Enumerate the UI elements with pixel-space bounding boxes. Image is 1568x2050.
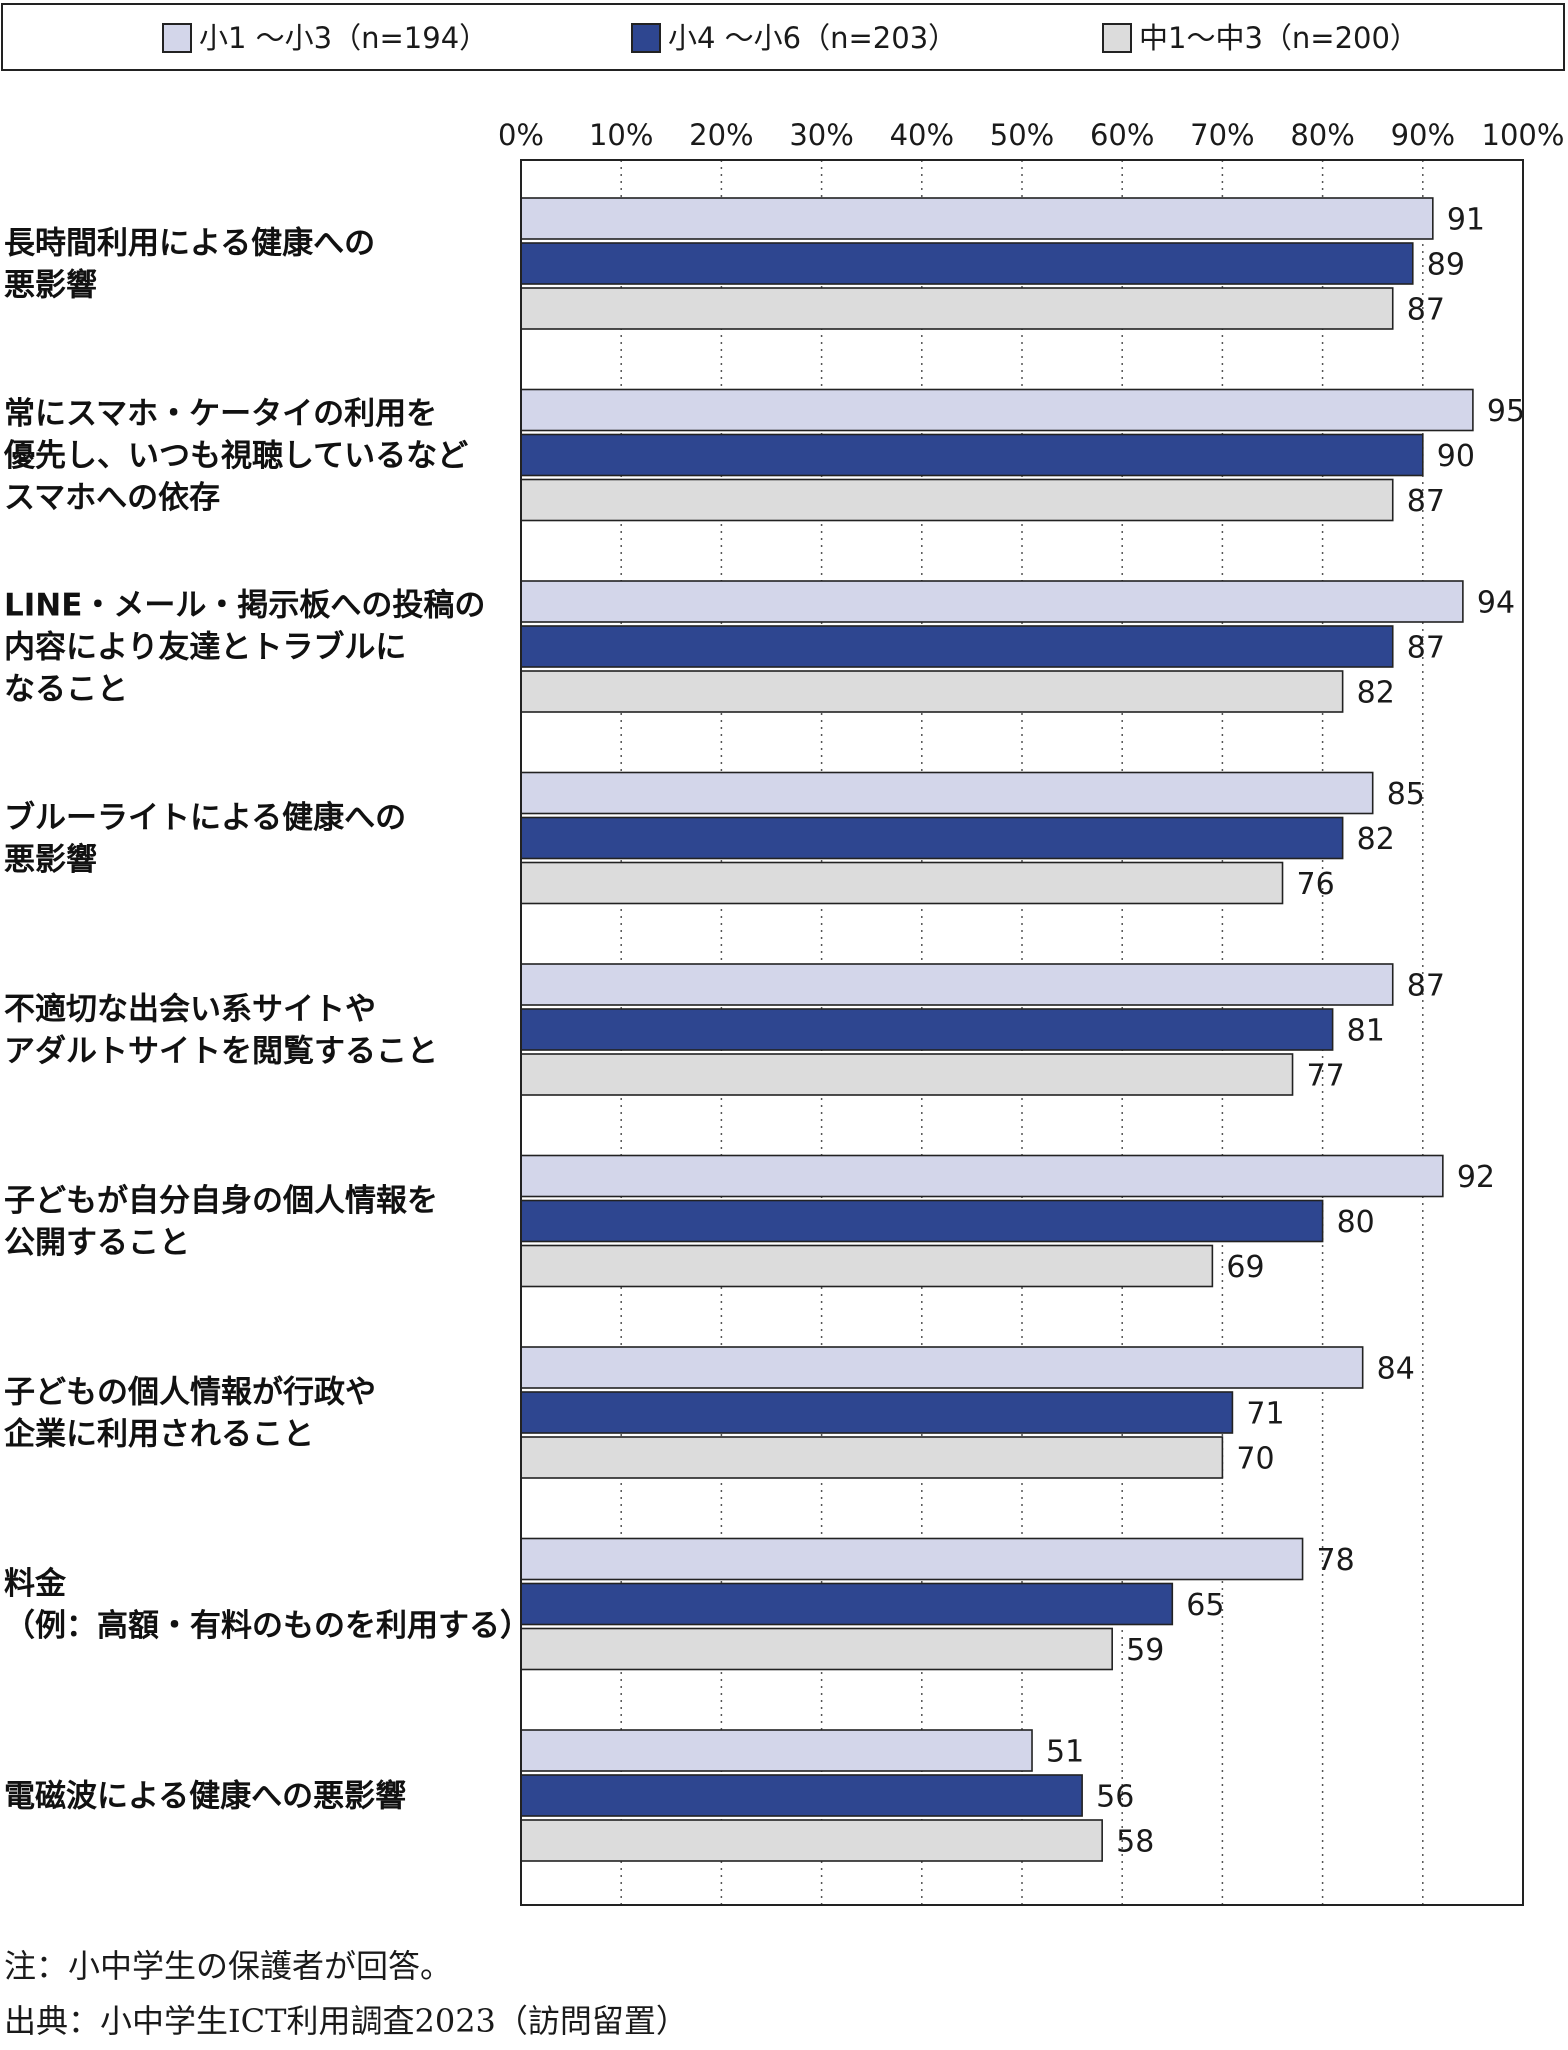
data-label: 70	[1236, 1442, 1274, 1477]
data-label: 51	[1046, 1735, 1084, 1770]
bar	[520, 1346, 1364, 1389]
x-axis-ticks: 0% 10% 20% 30% 40% 50% 60% 70% 80% 90% 100%	[498, 118, 1564, 152]
note-text: 注：小中学生の保護者が回答。	[4, 1947, 452, 1985]
bar	[520, 1053, 1294, 1096]
legend-label: 中1～中3（n=200）	[1139, 21, 1419, 55]
bar	[520, 433, 1424, 477]
data-label: 58	[1116, 1825, 1154, 1860]
bar	[520, 1199, 1324, 1243]
legend-label: 小1 ～小3（n=194）	[199, 21, 488, 55]
bar	[520, 1774, 1083, 1817]
bar	[520, 580, 1464, 623]
bar	[520, 1391, 1234, 1434]
data-label: 90	[1437, 439, 1475, 474]
bar	[520, 861, 1284, 905]
bar	[520, 287, 1394, 330]
x-tick-label: 100%	[1482, 118, 1565, 152]
bar	[520, 478, 1394, 522]
bar	[520, 963, 1394, 1006]
category-label: 電磁波による健康への悪影響	[4, 1779, 406, 1815]
data-label: 85	[1387, 777, 1425, 812]
data-label: 87	[1407, 631, 1445, 666]
category-label: 子どもが自分自身の個人情報を公開すること	[4, 1183, 438, 1261]
category-label: 不適切な出会い系サイトやアダルトサイトを閲覧すること	[4, 992, 438, 1070]
category-label: 料金（例：高額・有料のものを利用する）	[4, 1566, 531, 1644]
data-label: 80	[1337, 1205, 1375, 1240]
bar	[520, 1582, 1174, 1626]
data-label: 94	[1477, 586, 1515, 621]
data-label: 82	[1357, 676, 1395, 711]
bar	[520, 1008, 1334, 1051]
data-label: 92	[1457, 1160, 1495, 1195]
data-label: 76	[1297, 867, 1335, 902]
bar	[520, 197, 1434, 240]
data-label: 95	[1487, 394, 1525, 429]
data-label: 89	[1427, 248, 1465, 283]
plot-frame	[520, 159, 1524, 1906]
category-label: 常にスマホ・ケータイの利用を優先し、いつも視聴しているなどスマホへの依存	[3, 396, 468, 516]
x-tick-label: 20%	[689, 118, 753, 152]
x-tick-label: 60%	[1090, 118, 1154, 152]
data-label: 59	[1126, 1633, 1164, 1668]
data-label: 78	[1317, 1543, 1355, 1578]
category-label: 長時間利用による健康への悪影響	[4, 226, 375, 304]
legend-label: 小4 ～小6（n=203）	[668, 21, 957, 55]
bar	[520, 388, 1474, 432]
bars	[520, 197, 1474, 1862]
data-label: 65	[1186, 1588, 1224, 1623]
source-text: 出典：小中学生ICT利用調査2023（訪問留置）	[4, 2002, 688, 2040]
bar	[520, 1537, 1304, 1581]
legend-frame	[1, 3, 1565, 71]
bar	[520, 1436, 1224, 1479]
category-label: ブルーライトによる健康への悪影響	[4, 800, 406, 878]
bar	[520, 1819, 1103, 1862]
x-tick-label: 90%	[1391, 118, 1455, 152]
bar	[520, 1729, 1033, 1772]
bar	[520, 242, 1414, 285]
x-tick-label: 10%	[589, 118, 653, 152]
bar	[520, 816, 1344, 860]
x-tick-label: 30%	[789, 118, 853, 152]
x-tick-label: 40%	[890, 118, 954, 152]
data-label: 87	[1407, 484, 1445, 519]
data-label: 56	[1096, 1780, 1134, 1815]
x-tick-label: 0%	[498, 118, 544, 152]
category-label: 子どもの個人情報が行政や企業に利用されること	[4, 1375, 376, 1453]
data-label: 84	[1377, 1352, 1415, 1387]
data-label: 82	[1357, 822, 1395, 857]
bar	[520, 1154, 1444, 1198]
legend-swatch	[162, 23, 192, 53]
data-label: 69	[1226, 1250, 1264, 1285]
legend-swatch	[1102, 23, 1132, 53]
data-label: 71	[1246, 1397, 1284, 1432]
bar	[520, 1244, 1214, 1288]
bar	[520, 1627, 1113, 1671]
category-label: LINE・メール・掲示板への投稿の内容により友達とトラブルになること	[4, 588, 485, 708]
bar	[520, 625, 1394, 668]
data-label: 81	[1347, 1014, 1385, 1049]
bar	[520, 771, 1374, 815]
data-label: 91	[1447, 203, 1485, 238]
bar	[520, 670, 1344, 713]
x-tick-label: 70%	[1190, 118, 1254, 152]
x-tick-label: 80%	[1290, 118, 1354, 152]
data-label: 87	[1407, 969, 1445, 1004]
legend-swatch	[631, 23, 661, 53]
data-label: 77	[1307, 1059, 1345, 1094]
x-tick-label: 50%	[990, 118, 1054, 152]
legend: 小1 ～小3（n=194） 小4 ～小6（n=203） 中1～中3（n=200）	[1, 3, 1565, 71]
data-label: 87	[1407, 293, 1445, 328]
category-labels: 長時間利用による健康への悪影響常にスマホ・ケータイの利用を優先し、いつも視聴して…	[3, 226, 531, 1815]
